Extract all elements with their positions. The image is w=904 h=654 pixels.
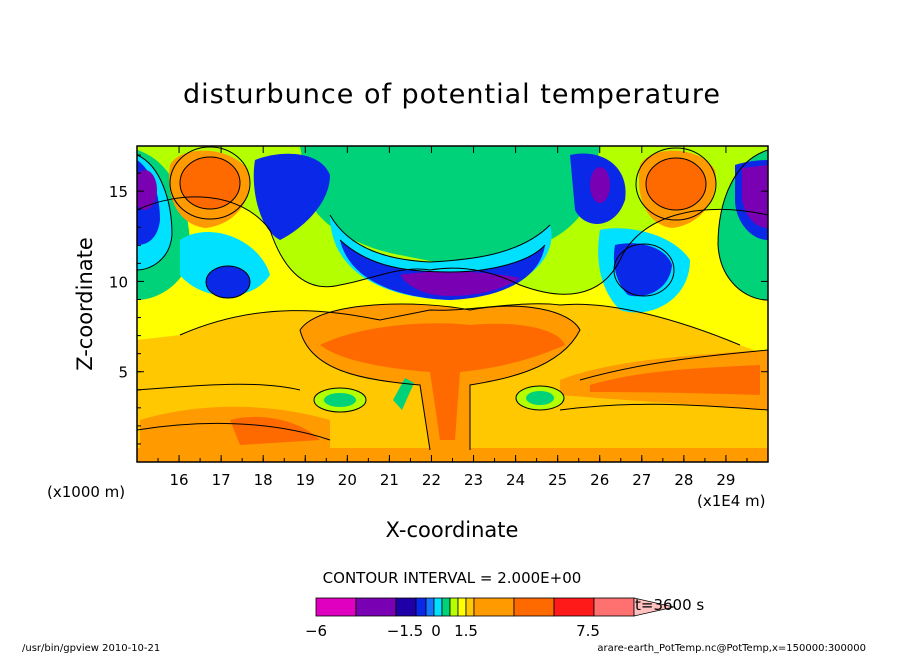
right-blue-lobe bbox=[613, 243, 672, 297]
contour-lines bbox=[137, 146, 768, 451]
y-unit-label: (x1000 m) bbox=[47, 483, 125, 501]
upper-transition-band bbox=[137, 300, 768, 355]
upper-green-core bbox=[300, 146, 600, 265]
colorbar-swatch bbox=[355, 597, 397, 617]
colorbar-swatch bbox=[315, 597, 357, 617]
x-tick-label: 25 bbox=[548, 471, 567, 489]
x-axis-ticks: 16 17 18 19 20 21 22 23 24 25 26 27 28 29 bbox=[136, 146, 769, 489]
colorbar-swatch bbox=[553, 597, 595, 617]
central-core bbox=[320, 323, 565, 440]
colorbar-label: −1.5 bbox=[387, 622, 423, 640]
x-tick-label: 29 bbox=[716, 471, 735, 489]
left-warm-core bbox=[230, 416, 320, 445]
colorbar-swatch bbox=[465, 597, 475, 617]
x-tick-label: 16 bbox=[170, 471, 189, 489]
x-tick-label: 27 bbox=[632, 471, 651, 489]
surface-band bbox=[137, 448, 768, 462]
x-tick-label: 17 bbox=[212, 471, 231, 489]
right-upper-warm-cell bbox=[646, 158, 706, 210]
x-unit-label: (x1E4 m) bbox=[697, 492, 766, 510]
colorbar-swatch bbox=[433, 597, 443, 617]
left-upper-blue-lobe bbox=[253, 153, 330, 240]
colorbar-swatch bbox=[395, 597, 417, 617]
colorbar-label: 1.5 bbox=[454, 622, 478, 640]
x-tick-label: 24 bbox=[506, 471, 525, 489]
x-axis-label: X-coordinate bbox=[386, 518, 519, 542]
chart-title: disturbunce of potential temperature bbox=[183, 79, 721, 110]
x-tick-label: 20 bbox=[338, 471, 357, 489]
right-purple-column bbox=[742, 165, 768, 228]
x-tick-label: 23 bbox=[464, 471, 483, 489]
colorbar bbox=[315, 597, 675, 617]
right-warm-core bbox=[590, 365, 760, 395]
colorbar-swatch bbox=[425, 597, 435, 617]
colorbar-swatch bbox=[473, 597, 515, 617]
contour-interval-label: CONTOUR INTERVAL = 2.000E+00 bbox=[323, 569, 582, 587]
left-upper-warm-cell bbox=[180, 157, 240, 209]
right-upper-purple-spot bbox=[590, 167, 610, 203]
colorbar-label: 0 bbox=[431, 622, 441, 640]
x-tick-label: 28 bbox=[674, 471, 693, 489]
x-tick-label: 22 bbox=[422, 471, 441, 489]
colorbar-swatch bbox=[415, 597, 427, 617]
y-tick-label: 5 bbox=[118, 364, 128, 382]
left-blue-lobe bbox=[206, 266, 250, 298]
time-label: t=3600 s bbox=[635, 596, 704, 614]
colorbar-arrow bbox=[633, 597, 675, 617]
y-tick-label: 15 bbox=[109, 183, 128, 201]
y-axis-ticks: 5 10 15 bbox=[109, 154, 768, 445]
colorbar-swatch bbox=[593, 597, 635, 617]
x-tick-label: 19 bbox=[296, 471, 315, 489]
colorbar-label: −6 bbox=[305, 622, 327, 640]
y-axis-label: Z-coordinate bbox=[73, 237, 97, 371]
colorbar-swatch bbox=[513, 597, 555, 617]
x-tick-label: 21 bbox=[380, 471, 399, 489]
colorbar-labels: −6 −1.5 0 1.5 7.5 bbox=[305, 622, 600, 640]
colorbar-label: 7.5 bbox=[576, 622, 600, 640]
left-green-cell bbox=[324, 393, 356, 407]
colorbar-swatch bbox=[449, 597, 459, 617]
left-purple-spot bbox=[137, 170, 157, 210]
colorbar-swatch bbox=[441, 597, 451, 617]
y-tick-label: 10 bbox=[109, 273, 128, 291]
x-tick-label: 26 bbox=[590, 471, 609, 489]
footer-right: arare-earth_PotTemp.nc@PotTemp,x=150000:… bbox=[597, 643, 866, 654]
central-green-filament bbox=[393, 378, 414, 410]
footer-left: /usr/bin/gpview 2010-10-21 bbox=[22, 643, 160, 654]
upper-purple-band bbox=[400, 271, 520, 296]
colorbar-swatch bbox=[457, 597, 467, 617]
x-tick-label: 18 bbox=[254, 471, 273, 489]
plot-area bbox=[137, 146, 768, 462]
right-green-cell bbox=[526, 391, 554, 405]
